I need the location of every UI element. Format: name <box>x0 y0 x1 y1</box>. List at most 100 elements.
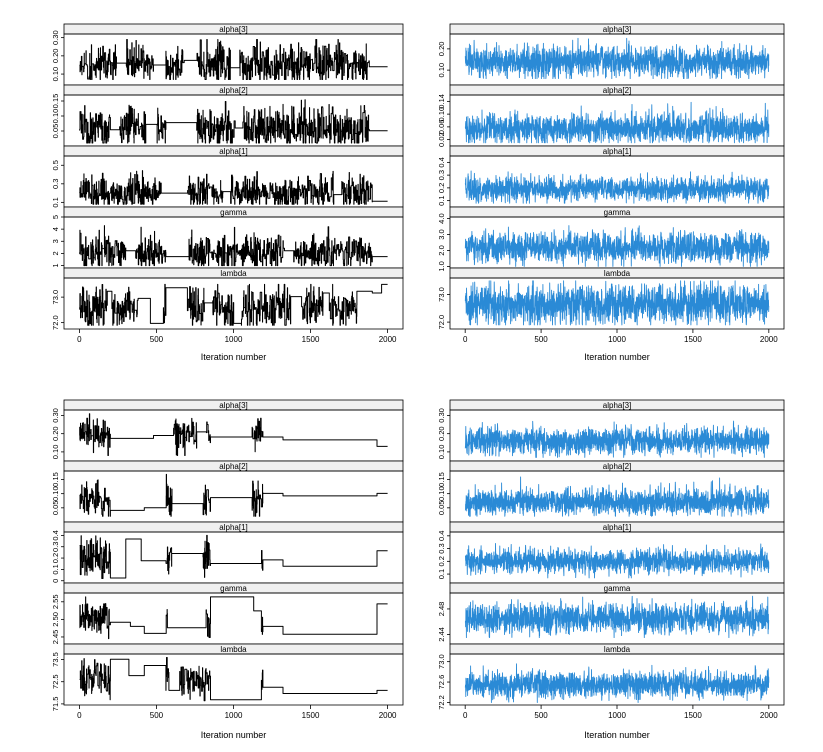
y-tick-label-alpha-1: 0.3 <box>437 170 446 180</box>
x-tick-label: 0 <box>463 335 468 344</box>
strip-label-gamma: gamma <box>220 208 247 217</box>
y-tick-label-alpha-3: 0.20 <box>51 49 60 64</box>
strip-label-lambda: lambda <box>220 269 247 278</box>
x-tick-label: 1000 <box>225 335 243 344</box>
y-tick-label-alpha-2: 0.10 <box>437 486 446 501</box>
y-tick-label-alpha-2: 0.10 <box>51 109 60 124</box>
strip-label-alpha-1: alpha[1] <box>603 147 631 156</box>
y-tick-label-alpha-2: 0.14 <box>437 94 446 109</box>
strip-label-gamma: gamma <box>604 208 631 217</box>
trace-line-alpha-2 <box>464 101 770 144</box>
trace-line-alpha-3 <box>464 37 770 80</box>
strip-label-alpha-2: alpha[2] <box>603 462 631 471</box>
trace-line-alpha-1 <box>79 170 388 205</box>
y-tick-label-gamma: 2 <box>51 251 60 255</box>
y-tick-label-alpha-2: 0.02 <box>437 132 446 147</box>
trace-line-lambda <box>464 663 770 703</box>
trace-line-lambda <box>79 283 388 326</box>
y-tick-label-alpha-1: 0.2 <box>437 183 446 193</box>
strip-label-alpha-3: alpha[3] <box>219 25 247 34</box>
y-tick-label-gamma: 3.0 <box>437 229 446 239</box>
y-tick-label-lambda: 73.0 <box>51 290 60 305</box>
y-tick-label-alpha-3: 0.20 <box>437 426 446 441</box>
y-tick-label-gamma: 4.0 <box>437 213 446 223</box>
x-tick-label: 500 <box>534 711 548 720</box>
y-tick-label-alpha-1: 0 <box>51 579 60 583</box>
row-alpha-1: alpha[1] 0.1 0.2 0.3 0.4 <box>437 145 785 208</box>
row-alpha-2: alpha[2] 0.050.100.15 <box>51 84 404 147</box>
y-tick-label-gamma: 1 <box>51 263 60 267</box>
trace-line-alpha-1 <box>464 543 770 579</box>
y-tick-label-alpha-2: 0.10 <box>437 107 446 122</box>
row-alpha-2: alpha[2] 0.050.100.15 <box>51 460 404 523</box>
y-tick-label-alpha-1: 0.2 <box>51 553 60 563</box>
x-tick-label: 0 <box>77 711 82 720</box>
x-tick-label: 2000 <box>760 711 778 720</box>
x-tick-label: 1000 <box>608 711 626 720</box>
x-tick-label: 2000 <box>379 335 397 344</box>
x-tick-label: 1500 <box>302 335 320 344</box>
trace-line-alpha-2 <box>79 99 388 144</box>
trace-line-gamma <box>79 596 388 640</box>
y-tick-label-lambda: 72.0 <box>437 315 446 330</box>
y-tick-label-lambda: 73.0 <box>437 287 446 302</box>
y-tick-label-alpha-2: 0.15 <box>51 472 60 487</box>
strip-label-alpha-3: alpha[3] <box>219 401 247 410</box>
x-axis-label: Iteration number <box>584 730 650 740</box>
y-tick-label-lambda: 71.5 <box>51 697 60 712</box>
y-tick-label-lambda: 72.2 <box>437 695 446 710</box>
row-lambda: lambda 72.2 72.6 73.0 <box>437 643 785 710</box>
strip-label-alpha-3: alpha[3] <box>603 25 631 34</box>
x-tick-label: 0 <box>77 335 82 344</box>
y-tick-label-alpha-1: 0.4 <box>51 530 60 540</box>
strip-label-alpha-1: alpha[1] <box>219 147 247 156</box>
row-lambda: lambda 71.5 72.5 73.5 <box>51 643 404 712</box>
row-alpha-3: alpha[3] 0.10 0.20 <box>437 23 785 86</box>
trace-line-lambda <box>79 657 388 702</box>
x-tick-label: 500 <box>150 335 164 344</box>
y-tick-label-alpha-2: 0.05 <box>437 501 446 516</box>
x-axis-label: Iteration number <box>201 352 267 362</box>
y-tick-label-alpha-1: 0.4 <box>437 531 446 541</box>
x-tick-label: 1000 <box>608 335 626 344</box>
y-tick-label-gamma: 2.44 <box>437 627 446 642</box>
panel-bottom-right: alpha[3]0.100.200.30alpha[2]0.050.100.15… <box>437 399 785 740</box>
y-tick-label-alpha-3: 0.10 <box>437 63 446 78</box>
panel-bottom-left: alpha[3]0.100.200.30alpha[2]0.050.100.15… <box>51 399 404 740</box>
strip-label-gamma: gamma <box>604 584 631 593</box>
y-tick-label-alpha-3: 0.10 <box>51 67 60 82</box>
trace-line-alpha-2 <box>79 473 388 517</box>
trace-line-alpha-3 <box>79 39 388 80</box>
x-tick-label: 500 <box>534 335 548 344</box>
row-gamma: gamma 2.44 2.48 <box>437 582 785 645</box>
trace-line-alpha-1 <box>464 170 770 204</box>
row-alpha-1: alpha[1] 0 0.10.20.3 0.4 <box>51 521 404 584</box>
y-tick-label-alpha-1: 0.3 <box>51 542 60 552</box>
y-tick-label-alpha-2: 0.15 <box>437 472 446 487</box>
y-tick-label-gamma: 2.55 <box>51 594 60 609</box>
trace-line-alpha-3 <box>79 413 388 456</box>
trace-line-alpha-3 <box>464 420 770 458</box>
x-tick-label: 2000 <box>379 711 397 720</box>
y-tick-label-alpha-1: 0.4 <box>437 157 446 167</box>
y-tick-label-alpha-1: 0.5 <box>51 160 60 170</box>
row-lambda: lambda 72.0 73.0 <box>437 267 785 330</box>
trace-line-gamma <box>464 595 770 639</box>
x-axis-label: Iteration number <box>584 352 650 362</box>
y-tick-label-alpha-2: 0.05 <box>51 501 60 516</box>
x-tick-label: 1500 <box>302 711 320 720</box>
y-tick-label-alpha-3: 0.30 <box>437 408 446 423</box>
strip-label-alpha-1: alpha[1] <box>219 523 247 532</box>
y-tick-label-alpha-3: 0.10 <box>437 445 446 460</box>
strip-label-gamma: gamma <box>220 584 247 593</box>
y-tick-label-alpha-1: 0.2 <box>437 556 446 566</box>
row-gamma: gamma 1.0 2.0 3.0 4.0 <box>437 206 785 272</box>
x-tick-label: 500 <box>150 711 164 720</box>
x-tick-label: 1500 <box>684 335 702 344</box>
y-tick-label-alpha-2: 0.15 <box>51 94 60 109</box>
y-tick-label-gamma: 3 <box>51 239 60 243</box>
y-tick-label-gamma: 1.0 <box>437 261 446 271</box>
trace-line-gamma <box>79 225 388 267</box>
y-tick-label-alpha-3: 0.30 <box>51 30 60 45</box>
panel-top-left: alpha[3] 0.10 0.20 0.30 alpha[2]0.050.100.15… <box>51 23 404 362</box>
